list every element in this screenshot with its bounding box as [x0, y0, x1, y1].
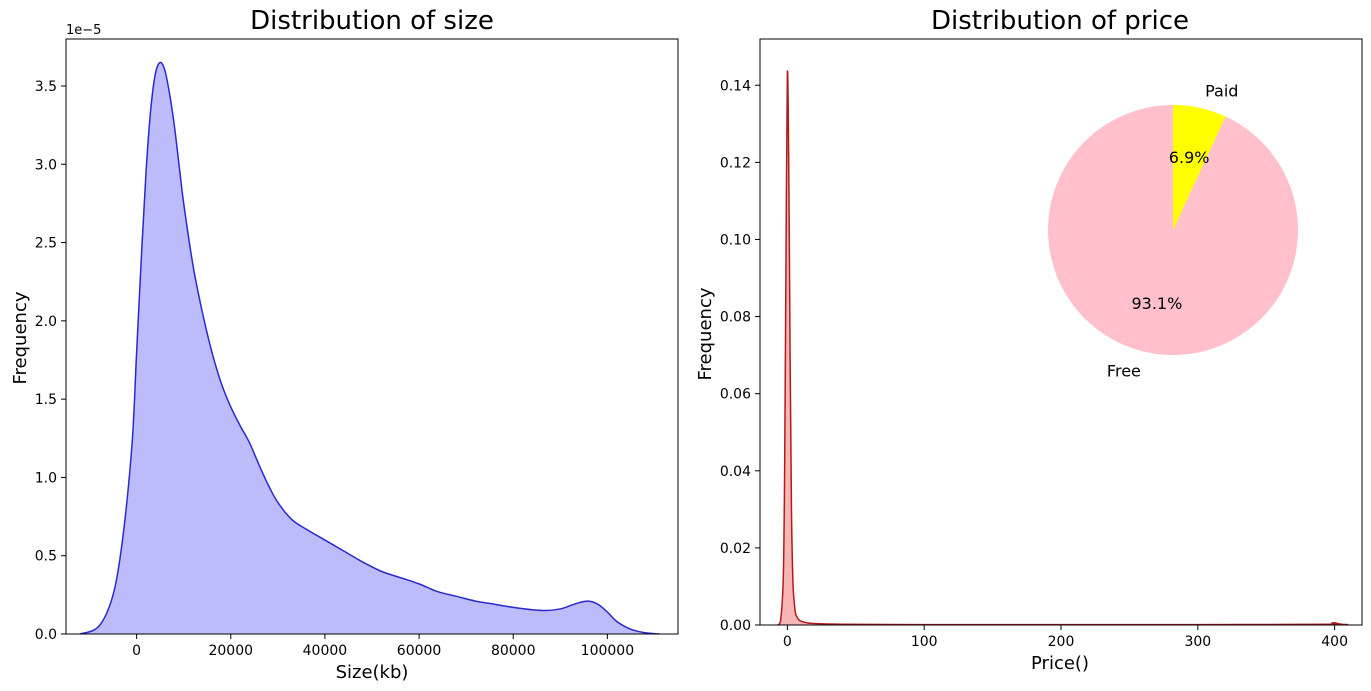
size-y-tick-label: 2.5 — [35, 236, 57, 252]
size-y-axis-label: Frequency — [10, 291, 31, 384]
size-x-axis-label: Size(kb) — [336, 662, 409, 683]
size-distribution-chart: 0.0 0.5 1.0 1.5 2.0 2.5 3.0 3.5 0 20000 40000 6000… — [10, 6, 679, 683]
price-y-tick-label: 0.06 — [720, 387, 751, 403]
price-y-tick-label: 0.12 — [720, 155, 751, 171]
pie-label-free: Free — [1107, 362, 1141, 381]
size-y-tick-label: 2.0 — [35, 314, 57, 330]
price-y-tick-label: 0.10 — [720, 232, 751, 248]
price-x-tick-label: 200 — [1048, 634, 1075, 650]
pie-pct-free: 93.1% — [1131, 294, 1182, 313]
size-density-area — [80, 62, 660, 634]
size-x-tick-label: 60000 — [397, 643, 442, 659]
price-x-tick-label: 400 — [1321, 634, 1348, 650]
pie-label-paid: Paid — [1205, 81, 1238, 100]
price-x-tick-label: 300 — [1184, 634, 1211, 650]
price-chart-title: Distribution of price — [931, 6, 1189, 36]
price-x-tick-label: 0 — [783, 634, 792, 650]
size-y-tick-label: 3.0 — [35, 157, 57, 173]
size-y-tick-label: 0.5 — [35, 549, 57, 565]
size-y-offset-text: 1e−5 — [66, 23, 101, 38]
price-density-line — [777, 70, 1349, 626]
size-x-tick-label: 20000 — [208, 643, 253, 659]
price-x-tick-label: 100 — [911, 634, 938, 650]
pie-pct-paid: 6.9% — [1169, 148, 1210, 167]
size-density-line — [79, 61, 660, 635]
price-x-axis-label: Price() — [1031, 653, 1089, 674]
size-chart-title: Distribution of size — [250, 6, 494, 36]
size-y-tick-label: 1.5 — [35, 392, 57, 408]
price-y-tick-label: 0.00 — [720, 618, 751, 634]
price-y-tick-label: 0.04 — [720, 464, 751, 480]
pie-slice-paid — [1173, 104, 1226, 230]
size-y-tick-label: 0.0 — [35, 627, 57, 643]
pie-slice-free — [1048, 105, 1299, 355]
size-y-tick-label: 3.5 — [35, 79, 57, 95]
price-y-tick-label: 0.02 — [720, 541, 751, 557]
size-x-tick-label: 80000 — [491, 643, 536, 659]
size-x-tick-label: 40000 — [303, 643, 348, 659]
free-paid-pie-chart: Paid Free 6.9% 93.1% — [1048, 81, 1299, 381]
price-y-tick-label: 0.14 — [720, 78, 751, 94]
size-plot-frame — [65, 38, 679, 635]
price-y-tick-label: 0.08 — [720, 310, 751, 326]
price-plot-frame — [759, 38, 1363, 626]
size-x-tick-label: 0 — [132, 643, 141, 659]
size-y-tick-label: 1.0 — [35, 470, 57, 486]
price-y-axis-label: Frequency — [695, 287, 716, 380]
price-distribution-chart: 0.00 0.02 0.04 0.06 0.08 0.10 0.12 0.14 0 100 200… — [695, 6, 1363, 674]
size-x-tick-label: 100000 — [581, 643, 634, 659]
